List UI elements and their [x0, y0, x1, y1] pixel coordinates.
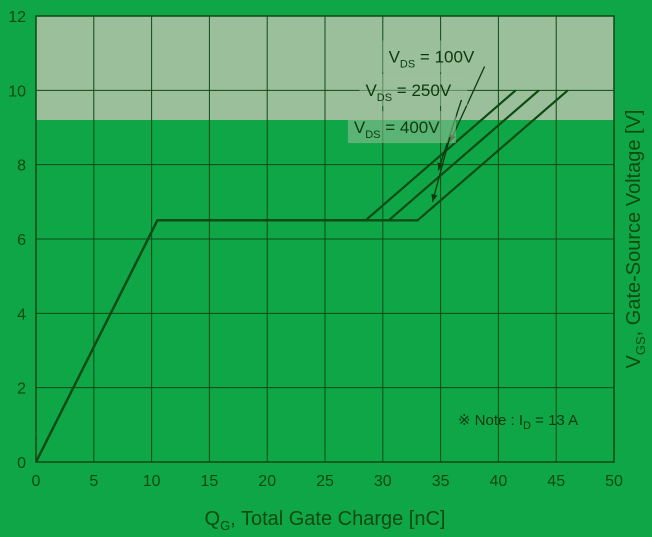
grid	[35, 15, 615, 463]
y-tick-label: 0	[17, 455, 26, 472]
y-tick-label: 10	[8, 83, 26, 100]
x-tick-label: 35	[432, 473, 450, 490]
annotation-label-1: VDS = 100V	[389, 47, 475, 70]
annotation-box-2	[359, 73, 468, 106]
annotations: VDS = 100V VDS = 250V VDS = 400V	[347, 40, 491, 203]
x-tick-label: 50	[605, 473, 623, 490]
y-tick-label: 12	[8, 9, 26, 26]
plot-frame	[35, 15, 615, 463]
x-tick-label: 40	[490, 473, 508, 490]
x-tick-label: 0	[32, 473, 41, 490]
annotation-arrowhead-3	[431, 193, 438, 202]
annotation-label-2: VDS = 250V	[365, 81, 451, 104]
note-label: ※ Note : ID = 13 A	[458, 412, 578, 432]
annotation-box-1	[382, 40, 491, 73]
x-tick-label: 45	[547, 473, 565, 490]
x-tick-label: 30	[374, 473, 392, 490]
x-tick-label: 10	[143, 473, 161, 490]
tick-labels: 0 5 10 15 20 25 30 35 40 45 50 0 2 4 6 8 10 12	[8, 9, 623, 490]
x-axis-title: QG, Total Gate Charge [nC]	[205, 508, 446, 533]
x-tick-label: 15	[201, 473, 219, 490]
y-axis-title: VGS, Gate-Source Voltage [V]	[623, 110, 648, 369]
y-tick-label: 6	[17, 232, 26, 249]
x-tick-label: 25	[316, 473, 334, 490]
x-tick-label: 20	[258, 473, 276, 490]
annotation-arrow-3	[431, 136, 451, 203]
y-tick-label: 8	[17, 158, 26, 175]
annotation-box-3	[347, 111, 456, 144]
x-tick-label: 5	[89, 473, 98, 490]
annotation-label-3: VDS = 400V	[354, 118, 440, 141]
y-tick-label: 2	[17, 381, 26, 398]
y-tick-label: 4	[17, 306, 26, 323]
series-layer	[35, 89, 569, 463]
series-line-3	[35, 89, 569, 463]
